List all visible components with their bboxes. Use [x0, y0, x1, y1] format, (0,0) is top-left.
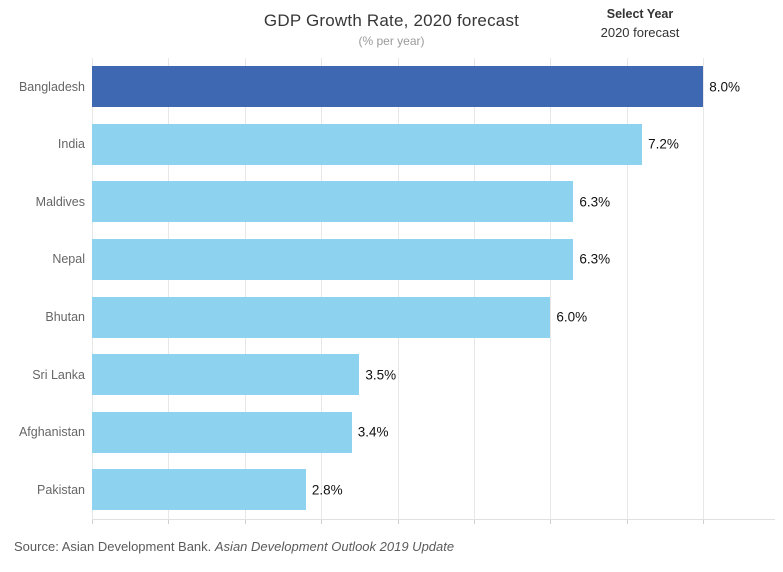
- x-axis-line: [92, 518, 775, 520]
- category-label-pakistan: Pakistan: [37, 482, 85, 497]
- chart-title: GDP Growth Rate, 2020 forecast: [263, 11, 520, 30]
- x-gridline: [321, 58, 323, 519]
- bar-india[interactable]: [92, 123, 643, 165]
- x-axis-tick: [703, 519, 705, 524]
- x-axis-tick: [92, 519, 93, 524]
- year-selector-dropdown[interactable]: 2020 forecast: [600, 25, 680, 40]
- category-label-sri-lanka: Sri Lanka: [32, 367, 85, 382]
- x-axis-tick: [168, 519, 170, 524]
- value-label-pakistan: 2.8%: [311, 482, 343, 498]
- year-selector: Select Year 2020 forecast: [575, 7, 705, 40]
- x-gridline: [397, 58, 399, 519]
- source-prefix: Source: Asian Development Bank.: [14, 539, 215, 554]
- value-label-nepal: 6.3%: [579, 251, 611, 267]
- x-gridline: [474, 58, 475, 519]
- value-label-maldives: 6.3%: [579, 194, 611, 210]
- x-axis-tick: [474, 519, 475, 524]
- bar-nepal[interactable]: [92, 238, 574, 280]
- x-gridline: [550, 58, 552, 519]
- value-label-afghanistan: 3.4%: [357, 424, 389, 440]
- source-publication: Asian Development Outlook 2019 Update: [214, 539, 455, 554]
- x-axis-tick: [626, 519, 628, 524]
- value-label-bangladesh: 8.0%: [709, 79, 740, 95]
- category-label-nepal: Nepal: [52, 252, 85, 267]
- source-caption: Source: Asian Development Bank. Asian De…: [14, 539, 454, 554]
- x-axis-tick: [321, 519, 323, 524]
- bar-maldives[interactable]: [92, 181, 574, 223]
- bar-bhutan[interactable]: [92, 296, 551, 338]
- x-axis-tick: [550, 519, 552, 524]
- x-gridline: [703, 58, 705, 519]
- value-label-bhutan: 6.0%: [556, 309, 588, 325]
- x-gridline: [244, 58, 246, 519]
- x-axis-tick: [397, 519, 399, 524]
- bar-pakistan[interactable]: [92, 469, 306, 511]
- category-label-afghanistan: Afghanistan: [18, 425, 85, 440]
- chart-subtitle: (% per year): [358, 34, 425, 48]
- category-label-maldives: Maldives: [35, 194, 85, 209]
- year-selector-label: Select Year: [606, 7, 674, 21]
- x-axis-tick: [244, 519, 246, 524]
- bar-bangladesh[interactable]: [92, 66, 704, 108]
- category-label-bhutan: Bhutan: [45, 310, 85, 325]
- category-label-india: India: [57, 137, 85, 152]
- x-gridline: [92, 58, 93, 519]
- value-label-india: 7.2%: [648, 136, 679, 152]
- x-gridline: [626, 58, 628, 519]
- category-label-bangladesh: Bangladesh: [18, 79, 85, 94]
- x-gridline: [168, 58, 170, 519]
- bar-afghanistan[interactable]: [92, 411, 352, 453]
- value-label-sri-lanka: 3.5%: [365, 367, 397, 383]
- bar-sri-lanka[interactable]: [92, 354, 360, 396]
